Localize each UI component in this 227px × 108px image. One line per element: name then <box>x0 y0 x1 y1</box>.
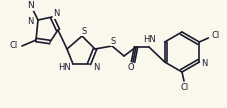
Text: N: N <box>200 59 207 68</box>
Text: Cl: Cl <box>210 32 218 40</box>
Text: O: O <box>127 64 134 72</box>
Text: HN: HN <box>58 64 71 72</box>
Text: S: S <box>81 26 86 36</box>
Text: HN: HN <box>143 36 156 44</box>
Text: Cl: Cl <box>180 83 188 91</box>
Text: N: N <box>92 63 99 71</box>
Text: N: N <box>27 2 34 10</box>
Text: N: N <box>53 10 59 18</box>
Text: N: N <box>27 17 34 25</box>
Text: S: S <box>110 37 115 45</box>
Text: Cl: Cl <box>10 41 18 51</box>
